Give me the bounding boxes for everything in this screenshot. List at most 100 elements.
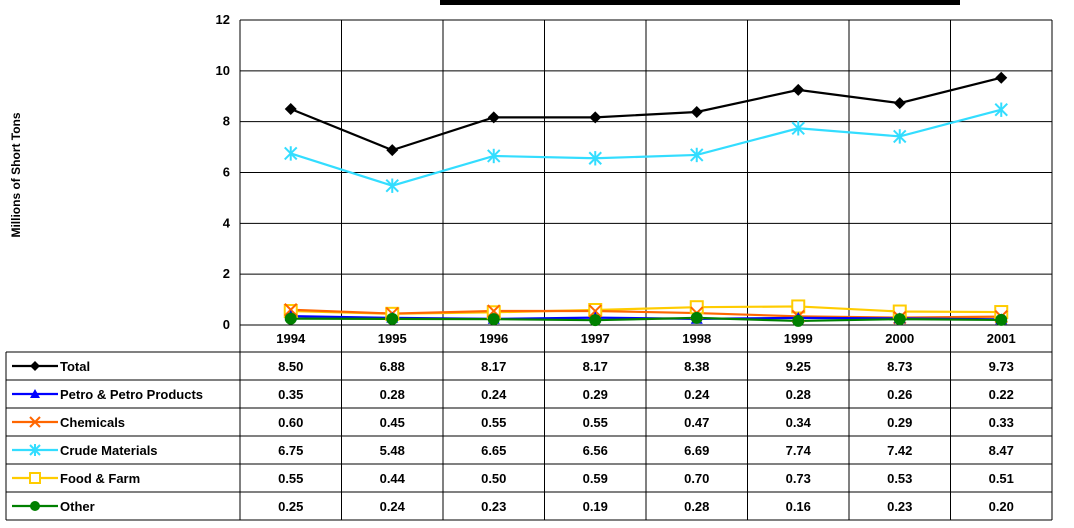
data-label: 6.88 [380,359,405,374]
marker-diamond [284,102,297,115]
marker-circle [589,314,602,327]
marker-asterisk [29,444,41,456]
marker-diamond [30,361,40,371]
y-tick-label: 12 [216,12,230,27]
data-label: 6.75 [278,443,303,458]
marker-asterisk [588,151,602,166]
data-label: 9.25 [786,359,811,374]
marker-x [284,303,298,317]
data-label: 0.55 [583,415,608,430]
y-tick-label: 8 [223,114,230,129]
title-bar [440,0,960,5]
marker-circle [792,314,805,327]
data-label: 0.55 [278,471,303,486]
data-label: 0.23 [887,499,912,514]
series-line-3 [290,108,1002,187]
data-label: 0.28 [380,387,405,402]
data-label: 0.23 [481,499,506,514]
data-label: 0.35 [278,387,303,402]
data-label: 0.29 [887,415,912,430]
data-label: 7.42 [887,443,912,458]
marker-diamond [589,111,602,124]
marker-diamond [386,144,399,157]
legend-entry: Crude Materials [60,443,158,458]
y-tick-label: 0 [223,317,230,332]
data-label: 0.60 [278,415,303,430]
marker-asterisk [994,102,1008,117]
marker-x [29,416,41,428]
marker-circle [893,313,906,326]
y-tick-label: 6 [223,165,230,180]
legend-entry: Petro & Petro Products [60,387,203,402]
x-tick-label: 1998 [682,331,711,346]
marker-x-stroke [284,303,298,317]
data-label: 8.17 [583,359,608,374]
data-label: 6.56 [583,443,608,458]
data-label: 0.44 [380,471,406,486]
data-table: Total 8.50 6.88 8.17 8.17 8.38 9.25 8.73 9.73 Pet… [5,351,1053,521]
y-tick-label: 2 [223,266,230,281]
data-label: 0.24 [481,387,507,402]
marker-square [791,299,806,314]
data-label: 8.73 [887,359,912,374]
marker-circle [487,313,500,326]
y-ticks: 0 2 4 6 8 10 12 1994 1995 1996 1997 1998 1999 2000 200… [216,12,1016,346]
marker-x-stroke [29,416,41,428]
marker-diamond [690,106,703,119]
data-label: 0.50 [481,471,506,486]
x-tick-label: 2001 [987,331,1016,346]
data-label: 0.70 [684,471,709,486]
marker-circle [284,312,297,325]
x-tick-label: 1994 [276,331,306,346]
series-line-5 [290,316,1002,323]
data-label: 0.51 [989,471,1014,486]
legend-entry: Other [60,499,95,514]
marker-diamond [487,111,500,124]
data-label: 0.29 [583,387,608,402]
marker-asterisk [385,178,399,193]
series-markers [283,71,1009,327]
marker-x [588,304,602,318]
data-label: 9.73 [989,359,1014,374]
marker-asterisk [791,121,805,136]
legend-entry: Chemicals [60,415,125,430]
marker-asterisk [893,129,907,144]
marker-asterisk [284,146,298,161]
marker-triangle [30,389,40,398]
marker-asterisk [690,147,704,163]
x-tick-label: 1996 [479,331,508,346]
legend-entry: Food & Farm [60,471,140,486]
data-label: 8.17 [481,359,506,374]
data-label: 0.28 [786,387,811,402]
data-label: 0.34 [786,415,812,430]
data-label: 0.53 [887,471,912,486]
data-label: 0.24 [380,499,406,514]
data-label: 8.47 [989,443,1014,458]
marker-diamond [893,97,906,110]
data-label: 0.25 [278,499,303,514]
data-label: 0.22 [989,387,1014,402]
legend-entry: Total [60,359,90,374]
y-tick-label: 10 [216,63,230,78]
data-label: 8.38 [684,359,709,374]
data-label: 5.48 [380,443,405,458]
marker-diamond [995,71,1008,84]
data-label: 0.47 [684,415,709,430]
data-label: 0.73 [786,471,811,486]
data-label: 0.20 [989,499,1014,514]
x-tick-label: 2000 [885,331,914,346]
data-label: 0.19 [583,499,608,514]
data-label: 0.45 [380,415,405,430]
series-lines [290,76,1002,323]
y-tick-label: 4 [223,215,231,230]
marker-circle [386,312,399,325]
data-label: 6.69 [684,443,709,458]
marker-diamond [792,83,805,96]
marker-asterisk [487,148,501,164]
data-label: 7.74 [786,443,812,458]
data-label: 0.26 [887,387,912,402]
data-label: 6.65 [481,443,506,458]
